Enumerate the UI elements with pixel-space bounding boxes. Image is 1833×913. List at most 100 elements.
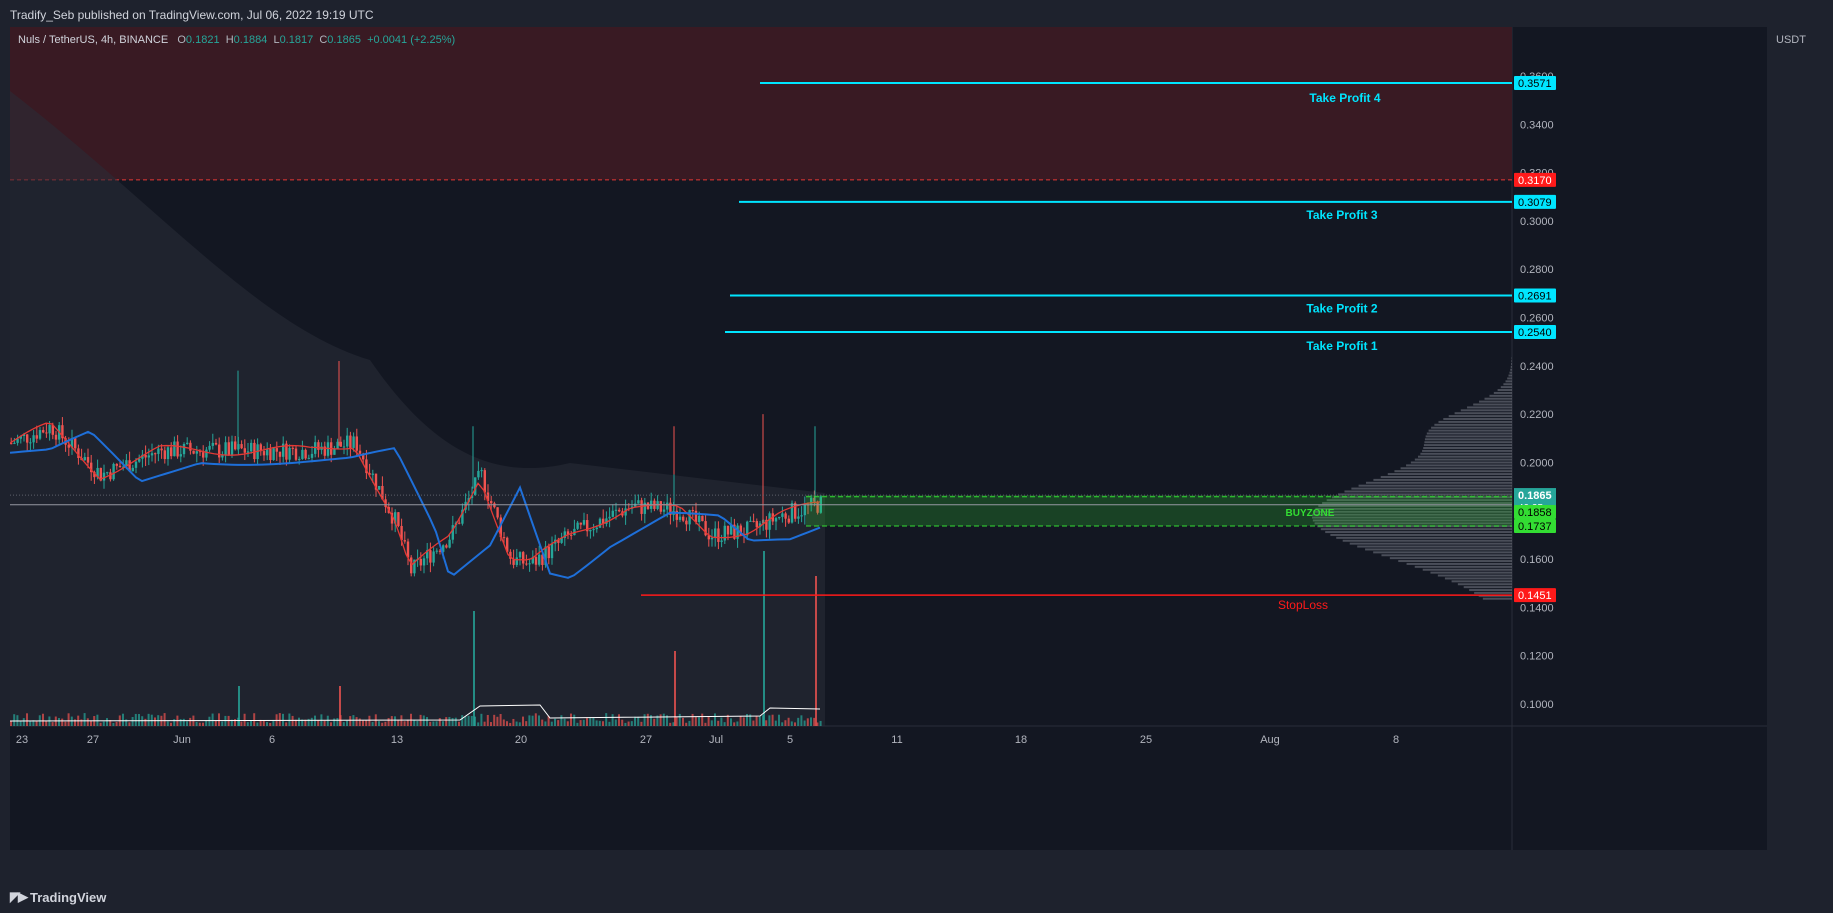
candle-body [282,443,285,457]
candle-body [598,518,602,528]
volume-bar [80,719,83,726]
candle-body [685,520,688,525]
candle-body [221,454,224,458]
volume-bar [611,714,614,726]
volume-bar [45,720,48,726]
volume-bar [240,721,243,726]
candle-body [144,454,147,458]
volume-bar [714,713,716,726]
volume-bar [765,720,768,726]
volume-bar [253,713,256,726]
price-chart[interactable]: BUYZONE Take Profit 4 Take Profit 3 Take Pr… [10,27,1767,850]
candle-body [86,457,90,463]
y-tick-label: 0.1000 [1520,699,1554,711]
volume-profile-row [1420,452,1512,455]
volume-bar [730,718,732,726]
price-axis[interactable] [1512,27,1767,850]
candle-body [534,557,538,565]
volume-bar [781,722,784,726]
volume-bar [214,720,217,726]
candle-body [435,550,438,552]
candle-body [643,502,646,514]
candle-body [800,515,803,517]
candle-body [528,563,531,565]
volume-profile-row [1381,554,1512,557]
candle-body [493,503,496,508]
candle-body [730,524,733,535]
volume-profile-row [1428,429,1512,432]
candle-body [678,516,682,520]
footer-bar: ◤▶ TradingView [0,880,1833,913]
volume-bar [138,714,140,726]
x-tick-label: Jul [709,734,723,746]
price-axis-unit[interactable]: USDT [1776,34,1806,46]
volume-bar [86,718,89,726]
volume-spike [473,611,475,726]
candle-body [342,446,346,448]
candle-body [288,447,291,460]
candle-body [243,448,246,453]
candle-body [550,543,554,559]
candle-body [96,467,99,478]
candle-body [266,448,269,456]
volume-spike [674,651,676,726]
tradingview-brand[interactable]: ◤▶ TradingView [10,889,106,905]
volume-bar [349,716,352,726]
volume-profile-row [1457,583,1512,586]
volume-bar [454,717,457,726]
candle-body [307,457,310,459]
candle-body [269,448,272,461]
volume-bar [394,716,396,726]
volume-bar [653,718,656,726]
candle-body [134,461,138,468]
candle-body [426,550,429,559]
candle-body [138,458,141,462]
chart-pane[interactable]: BUYZONE Take Profit 4 Take Profit 3 Take Pr… [10,27,1767,850]
volume-bar [502,719,505,726]
candle-body [154,453,157,455]
volume-bar [685,722,688,726]
volume-profile-row [1511,360,1512,363]
candle-body [438,550,442,552]
candle-body [352,436,355,448]
volume-profile-row [1318,504,1512,507]
volume-profile-row [1418,455,1512,458]
volume-bar [621,719,624,726]
candle-body [160,448,163,451]
volume-bar [22,718,25,726]
volume-profile-row [1349,542,1512,545]
volume-bar [13,714,16,726]
volume-bar [323,720,326,726]
y-tick-label: 0.2000 [1520,457,1554,469]
volume-bar [541,719,544,726]
symbol-legend[interactable]: Nuls / TetherUS, 4h, BINANCE O0.1821 H0.… [18,34,455,46]
candle-body [758,523,762,528]
volume-profile-row [1394,470,1512,473]
volume-bar [531,715,534,726]
take-profit-4-label: Take Profit 4 [1309,91,1380,105]
volume-bar [464,716,467,726]
volume-bar [90,720,92,726]
volume-profile-row [1365,548,1512,551]
candle-body [10,443,13,445]
volume-profile-row [1406,562,1512,565]
publisher-text: Tradify_Seb published on TradingView.com… [10,8,374,22]
volume-bar [432,721,435,726]
volume-bar [294,719,297,726]
volume-bar [438,718,441,726]
volume-bar [662,713,665,726]
volume-bar [403,721,406,726]
candle-body [560,537,563,543]
candle-body [368,473,371,475]
candle-body [131,467,134,472]
candle-body [128,460,131,472]
x-tick-label: 20 [515,734,527,746]
candle-body [666,502,669,510]
candle-body [778,516,781,519]
volume-bar [595,720,598,726]
resistance-zone [10,27,1512,180]
volume-bar [243,713,246,726]
candle-body [250,442,253,452]
volume-bar [752,720,755,726]
resistance-tag: 0.3170 [1518,175,1552,187]
